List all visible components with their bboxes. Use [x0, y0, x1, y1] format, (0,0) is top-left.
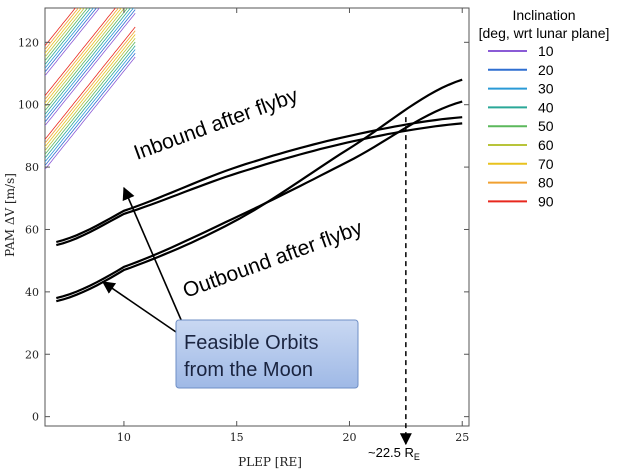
upper-curve [45, 45, 136, 159]
upper-curve [45, 34, 136, 148]
y-tick-label: 80 [25, 161, 39, 174]
legend-label: 70 [538, 156, 554, 172]
upper-curve [45, 41, 136, 155]
y-tick-label: 40 [25, 286, 39, 299]
feasible-series [56, 78, 463, 303]
legend-title: Inclination [512, 7, 575, 23]
upper-curve [45, 8, 134, 119]
legend-label: 30 [538, 81, 554, 97]
upper-curve [45, 8, 85, 58]
y-tick-label: 120 [18, 36, 39, 49]
legend-subtitle: [deg, wrt lunar plane] [479, 25, 610, 41]
upper-curve [45, 8, 82, 54]
upper-curve [45, 8, 76, 46]
legend-label: 20 [538, 62, 554, 78]
upper-curve [45, 38, 136, 151]
legend-entry: 30 [488, 81, 554, 97]
inclination-curves [45, 8, 136, 170]
upper-curve [45, 8, 128, 111]
upper-curve [45, 8, 79, 50]
legend-entry: 40 [488, 99, 554, 115]
upper-curve [45, 8, 125, 108]
x-axis: 10 15 20 25 [117, 8, 469, 444]
legend: Inclination [deg, wrt lunar plane] 10 20 3… [479, 7, 610, 209]
legend-entry: 20 [488, 62, 554, 78]
legend-entry: 70 [488, 156, 554, 172]
upper-curve [45, 56, 136, 170]
legend-entry: 50 [488, 118, 554, 134]
callout-box: Feasible Orbits from the Moon [175, 319, 359, 389]
upper-curve [45, 8, 94, 69]
upper-curve [45, 8, 88, 61]
y-axis: 0 20 40 60 80 100 120 [18, 36, 469, 424]
legend-entry: 60 [488, 137, 554, 153]
callout-arrow-inbound [122, 186, 183, 323]
y-tick-label: 60 [25, 223, 39, 236]
x-tick-label: 10 [117, 431, 131, 444]
legend-label: 10 [538, 43, 554, 59]
feasible-series-line [56, 122, 463, 247]
y-tick-label: 20 [25, 348, 39, 361]
upper-curve [45, 8, 131, 115]
legend-label: 60 [538, 137, 554, 153]
x-tick-label: 25 [455, 431, 469, 444]
y-tick-label: 100 [18, 99, 39, 112]
x-tick-label: 15 [230, 431, 244, 444]
upper-curve [45, 8, 97, 73]
legend-entry: 90 [488, 193, 554, 209]
upper-curve [45, 8, 116, 96]
upper-curve [45, 9, 136, 123]
x-axis-label: PLEP [RE] [238, 455, 302, 469]
legend-label: 40 [538, 99, 554, 115]
y-tick-label: 0 [32, 411, 39, 424]
upper-curve [45, 8, 122, 104]
upper-curve [45, 13, 136, 126]
legend-label: 90 [538, 193, 554, 209]
upper-curve [45, 8, 119, 100]
upper-curve [45, 49, 136, 163]
legend-entry: 10 [488, 43, 554, 59]
y-axis-label: PAM ΔV [m/s] [3, 173, 17, 257]
callout-arrow-outbound [101, 281, 177, 333]
feasible-series-line [56, 116, 463, 244]
upper-curve [45, 8, 100, 76]
x-tick-label: 20 [342, 431, 356, 444]
marker-label: ~22.5 RE [368, 445, 420, 462]
callout-line-1: Feasible Orbits [184, 332, 319, 354]
legend-label: 80 [538, 175, 554, 191]
callout-line-2: from the Moon [184, 359, 313, 381]
upper-curve [45, 8, 91, 65]
feasible-series-line [56, 78, 463, 303]
upper-curve [45, 26, 136, 140]
legend-label: 50 [538, 118, 554, 134]
upper-curve [45, 52, 136, 166]
legend-entry: 80 [488, 175, 554, 191]
upper-curve [45, 30, 136, 144]
